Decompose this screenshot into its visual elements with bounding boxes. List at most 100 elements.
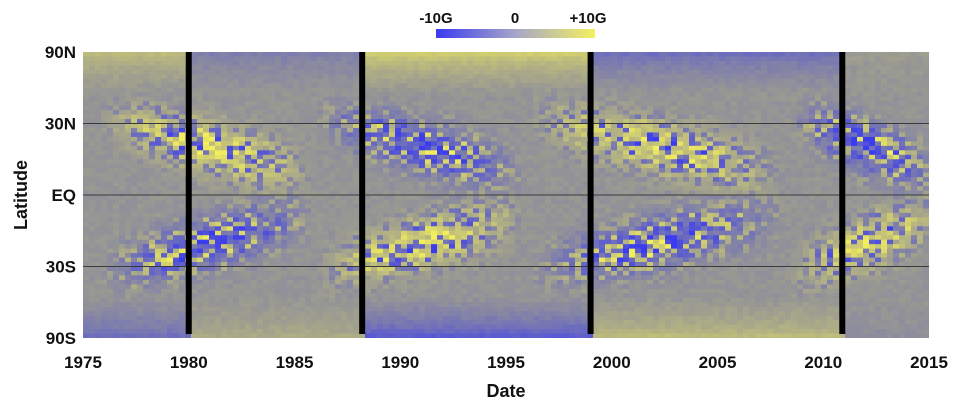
heatmap-cell <box>191 217 198 223</box>
heatmap-cell <box>395 150 402 156</box>
heatmap-cell <box>227 226 234 232</box>
heatmap-cell <box>281 288 288 294</box>
heatmap-cell <box>491 253 498 259</box>
heatmap-cell <box>173 69 180 75</box>
heatmap-cell <box>467 60 474 67</box>
heatmap-cell <box>491 56 498 62</box>
heatmap-cell <box>377 105 384 111</box>
heatmap-cell <box>89 324 96 330</box>
heatmap-cell <box>449 56 456 62</box>
heatmap-cell <box>137 235 144 241</box>
heatmap-cell <box>281 257 288 263</box>
heatmap-cell <box>197 186 204 192</box>
heatmap-cell <box>455 266 462 272</box>
heatmap-cell <box>215 65 222 71</box>
heatmap-cell <box>191 101 198 107</box>
heatmap-cell <box>515 311 522 317</box>
heatmap-cell <box>197 208 204 214</box>
heatmap-cell <box>191 320 198 326</box>
heatmap-cell <box>413 190 420 196</box>
heatmap-cell <box>491 190 498 196</box>
heatmap-cell <box>335 306 342 312</box>
heatmap-cell <box>407 230 414 236</box>
heatmap-cell <box>107 52 114 58</box>
heatmap-cell <box>179 172 186 178</box>
heatmap-cell <box>263 163 270 169</box>
heatmap-cell <box>383 333 390 338</box>
heatmap-cell <box>509 145 516 151</box>
heatmap-cell <box>539 96 546 102</box>
heatmap-cell <box>89 145 96 151</box>
heatmap-cell <box>533 60 540 67</box>
heatmap-cell <box>473 154 480 160</box>
heatmap-cell <box>95 114 102 120</box>
heatmap-cell <box>161 186 168 192</box>
heatmap-cell <box>215 123 222 129</box>
heatmap-cell <box>227 235 234 241</box>
heatmap-cell <box>191 333 198 338</box>
heatmap-cell <box>293 279 300 285</box>
heatmap-cell <box>125 244 132 250</box>
heatmap-cell <box>347 230 354 236</box>
heatmap-cell <box>365 127 372 134</box>
heatmap-cell <box>503 293 510 299</box>
heatmap-cell <box>347 311 354 317</box>
heatmap-cell <box>545 239 552 245</box>
heatmap-cell <box>131 177 138 183</box>
heatmap-cell <box>173 275 180 281</box>
heatmap-cell <box>83 150 90 156</box>
heatmap-cell <box>473 145 480 151</box>
heatmap-cell <box>287 239 294 245</box>
heatmap-cell <box>467 110 474 116</box>
heatmap-cell <box>305 235 312 241</box>
heatmap-cell <box>383 257 390 263</box>
heatmap-cell <box>269 257 276 263</box>
heatmap-cell <box>209 311 216 317</box>
heatmap-cell <box>179 60 186 67</box>
heatmap-cell <box>161 226 168 232</box>
heatmap-cell <box>149 186 156 192</box>
heatmap-cell <box>209 83 216 89</box>
heatmap-cell <box>191 65 198 71</box>
heatmap-cell <box>503 230 510 236</box>
heatmap-cell <box>473 333 480 338</box>
heatmap-cell <box>107 306 114 312</box>
heatmap-cell <box>119 235 126 241</box>
heatmap-cell <box>113 186 120 192</box>
heatmap-cell <box>521 119 528 125</box>
heatmap-cell <box>119 329 126 335</box>
heatmap-cell <box>281 60 288 67</box>
heatmap-cell <box>233 217 240 223</box>
heatmap-cell <box>335 150 342 156</box>
heatmap-cell <box>305 230 312 236</box>
heatmap-cell <box>515 74 522 80</box>
heatmap-cell <box>515 199 522 205</box>
heatmap-cell <box>413 69 420 75</box>
heatmap-cell <box>125 284 132 290</box>
heatmap-cell <box>539 92 546 98</box>
heatmap-cell <box>311 253 318 259</box>
heatmap-cell <box>347 181 354 187</box>
heatmap-cell <box>89 248 96 254</box>
heatmap-cell <box>155 177 162 183</box>
heatmap-cell <box>377 306 384 312</box>
heatmap-cell <box>497 244 504 250</box>
heatmap-cell <box>245 154 252 160</box>
heatmap-cell <box>545 186 552 192</box>
heatmap-cell <box>149 302 156 308</box>
heatmap-cell <box>299 306 306 312</box>
heatmap-cell <box>509 195 516 201</box>
heatmap-cell <box>215 297 222 303</box>
heatmap-cell <box>233 119 240 125</box>
heatmap-cell <box>209 52 216 58</box>
heatmap-cell <box>323 284 330 290</box>
heatmap-cell <box>371 56 378 62</box>
heatmap-cell <box>149 248 156 254</box>
heatmap-cell <box>107 311 114 317</box>
heatmap-cell <box>545 217 552 223</box>
heatmap-cell <box>365 293 372 299</box>
heatmap-cell <box>233 235 240 241</box>
heatmap-cell <box>545 230 552 236</box>
heatmap-cell <box>401 262 408 268</box>
heatmap-cell <box>365 150 372 156</box>
